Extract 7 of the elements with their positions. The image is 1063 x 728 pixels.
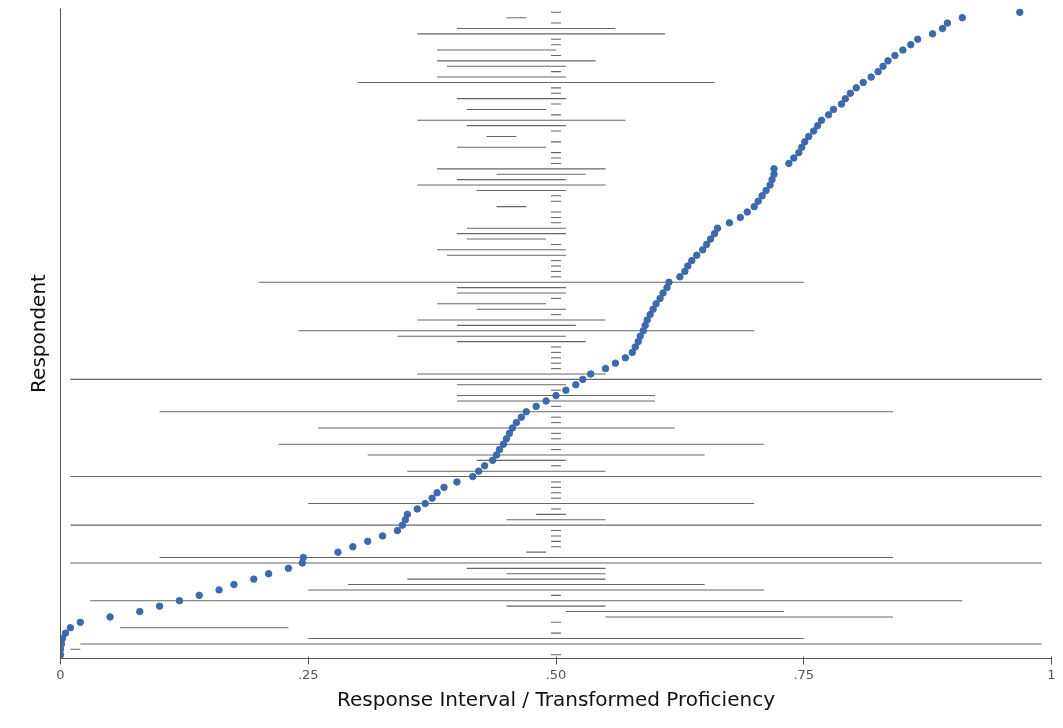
- x-tick-label: .25: [297, 666, 319, 682]
- x-tick-label: .75: [793, 666, 815, 682]
- x-tick-label: 0: [56, 666, 65, 682]
- x-axis-title: Response Interval / Transformed Proficiency: [337, 686, 776, 711]
- x-tick-label: 1: [1047, 666, 1056, 682]
- y-axis-title: Respondent: [25, 273, 50, 393]
- x-tick-label: .50: [545, 666, 567, 682]
